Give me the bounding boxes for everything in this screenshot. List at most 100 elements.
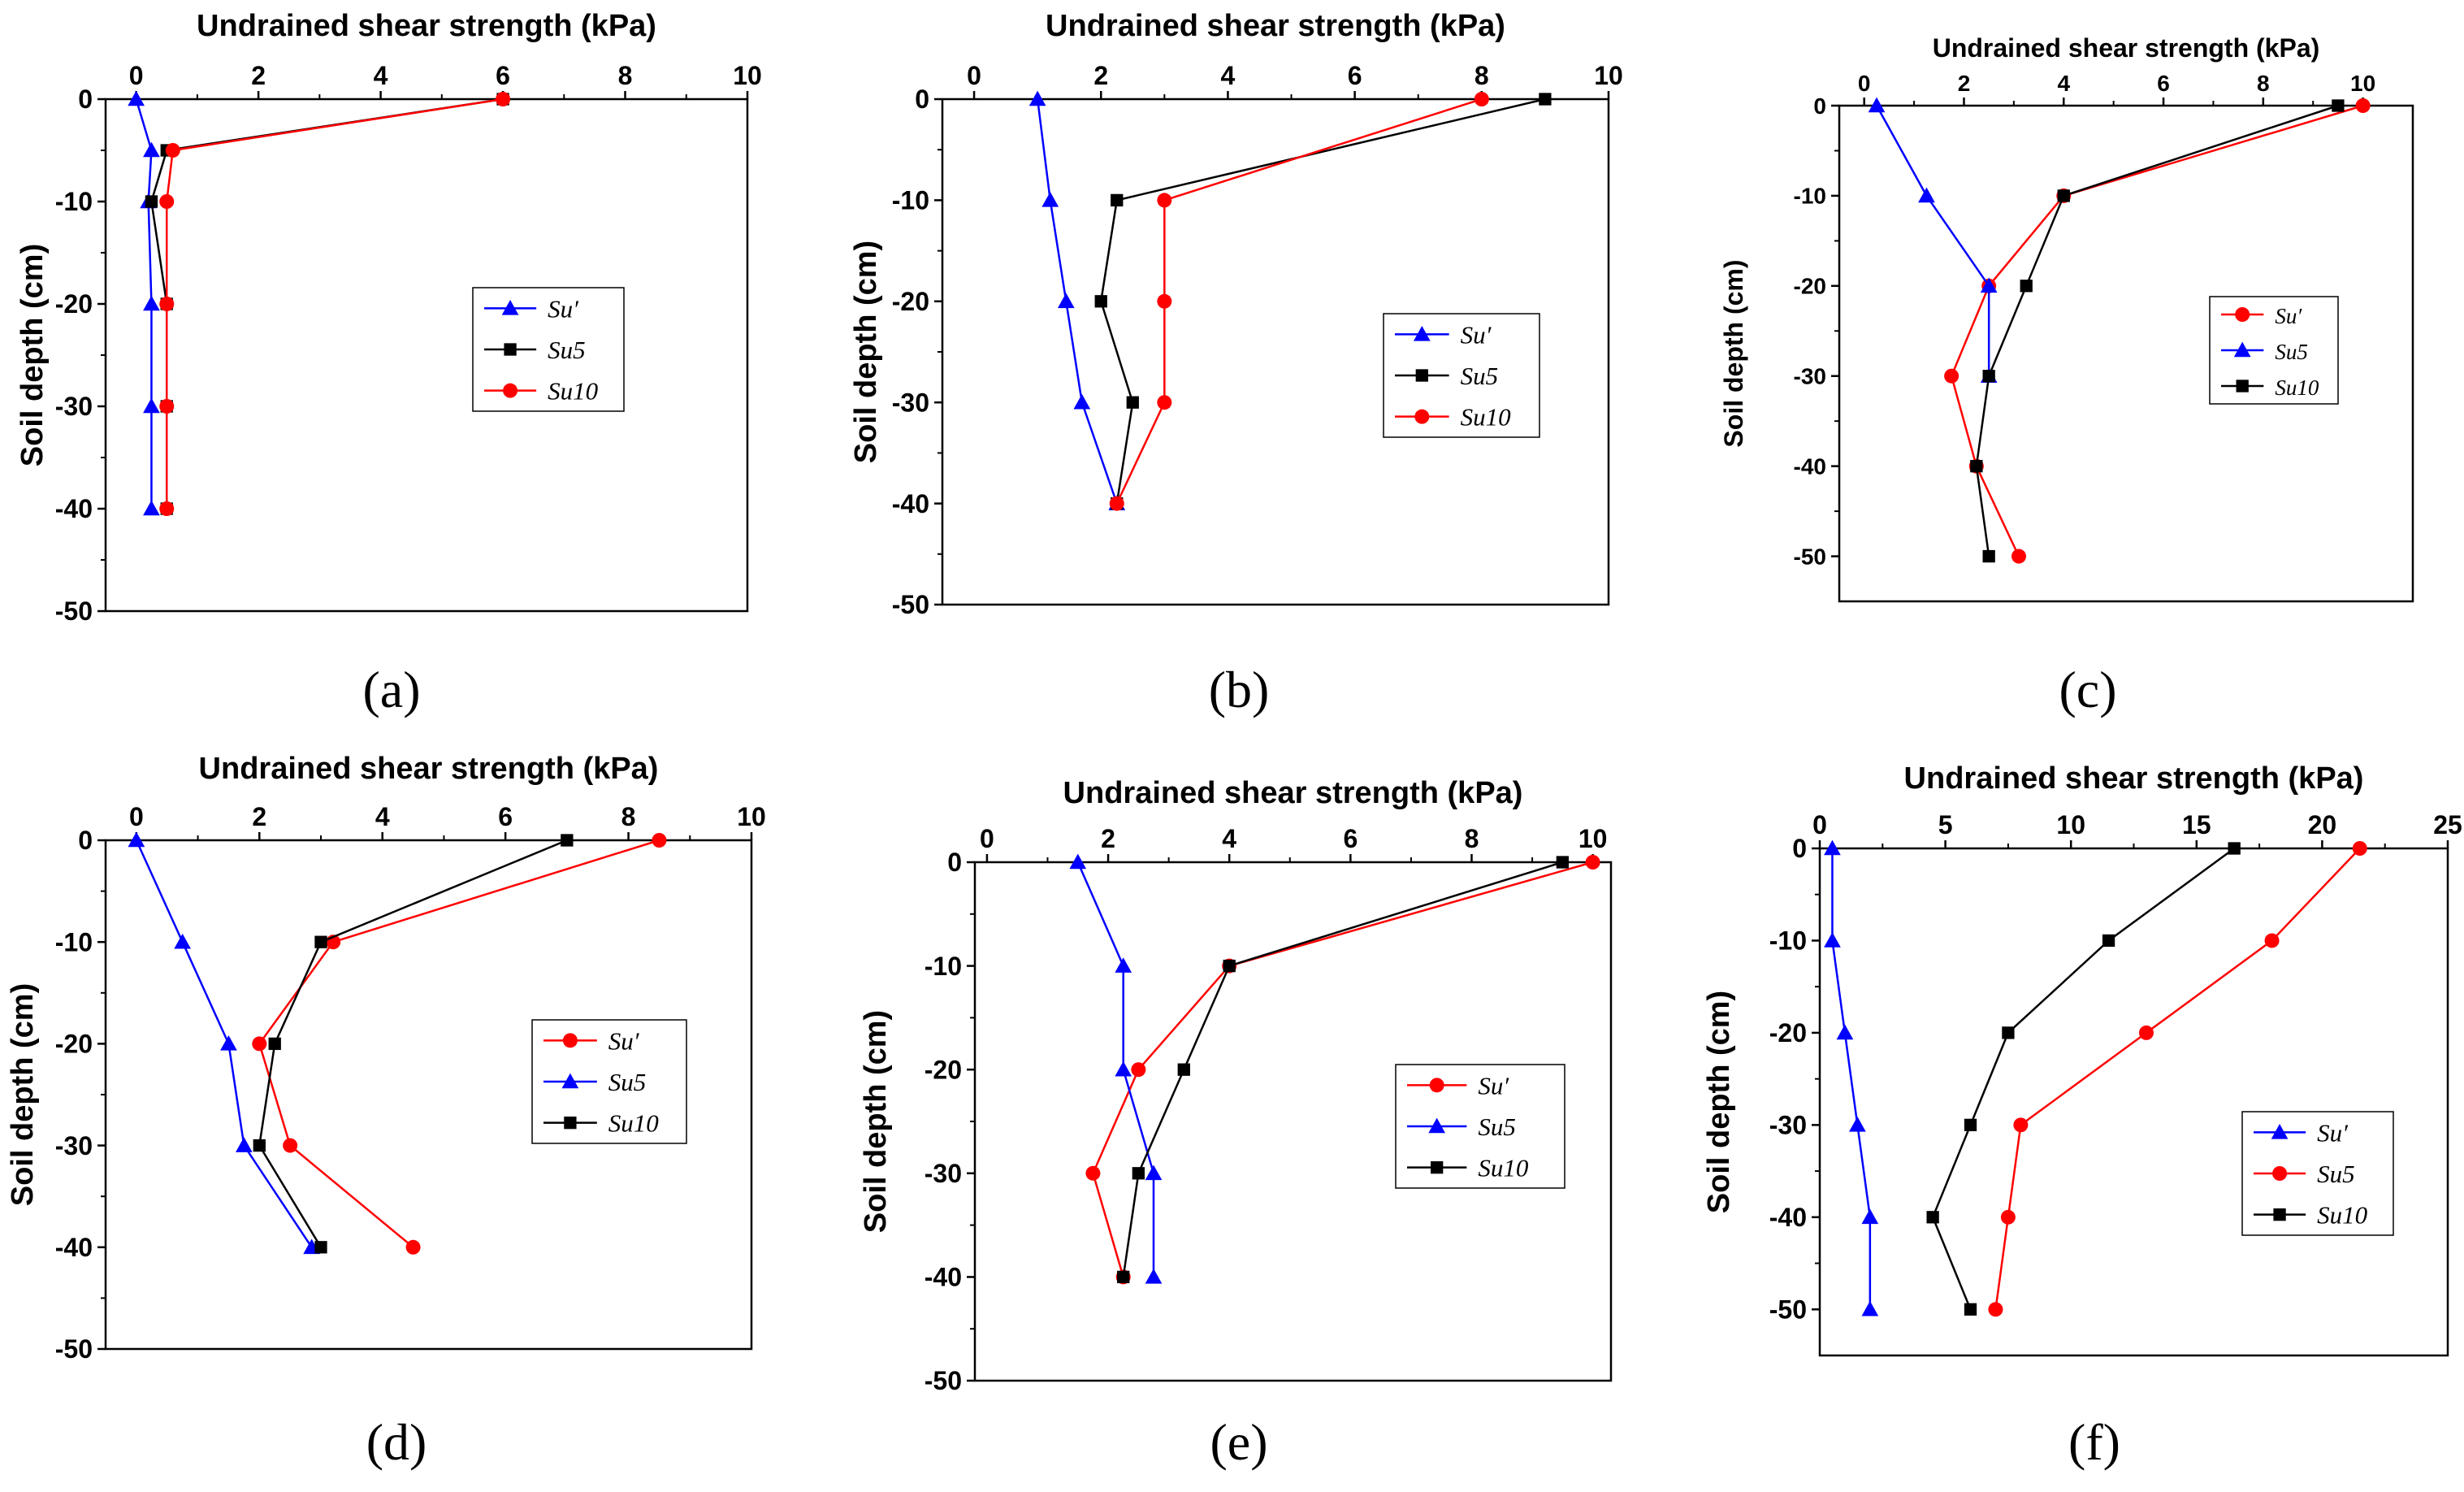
- series-line-Su5: [1875, 105, 1990, 376]
- data-point: [2011, 549, 2027, 564]
- x-axis-title: Undrained shear strength (kPa): [197, 9, 656, 43]
- data-point: [1131, 1062, 1146, 1078]
- legend-marker: [1428, 1117, 1446, 1134]
- series-line-Su10: [258, 839, 568, 1248]
- data-point: [1964, 1118, 1977, 1132]
- legend: Su′ Su5 Su10: [1395, 1064, 1565, 1189]
- data-point: [405, 1239, 421, 1255]
- x-tick-label: 4: [375, 802, 390, 831]
- data-point: [1028, 90, 1046, 106]
- data-point: [1918, 187, 1935, 203]
- data-point: [1145, 1269, 1163, 1284]
- data-point: [652, 833, 667, 848]
- x-tick-label: 10: [2056, 810, 2085, 839]
- data-point: [1041, 192, 1059, 207]
- y-tick-label: -50: [1769, 1295, 1807, 1324]
- y-axis-title: Soil depth (cm): [6, 983, 40, 1206]
- y-tick-label: -20: [925, 1055, 962, 1084]
- data-point: [1111, 193, 1124, 207]
- series-line-Su10: [1931, 847, 2235, 1310]
- chart-panel-e: 0 2 4 6 8 10 0 -10 -20 -30 -40 -50 Undrained shear s…: [859, 776, 1613, 1471]
- legend-marker: [2273, 1208, 2286, 1221]
- y-tick-label: 0: [78, 826, 93, 855]
- y-tick-label: -10: [892, 186, 929, 215]
- y-tick-label: -20: [892, 287, 929, 316]
- data-point: [2000, 1209, 2016, 1225]
- legend-label: Su′: [548, 294, 579, 323]
- y-tick-label: -10: [55, 927, 93, 956]
- x-tick-label: 20: [2308, 810, 2337, 839]
- y-tick-label: -30: [55, 1131, 93, 1160]
- legend-marker: [1413, 325, 1431, 341]
- legend-label: Su′: [2275, 304, 2302, 328]
- legend-label: Su′: [1461, 320, 1492, 349]
- data-point: [1824, 932, 1841, 948]
- data-point: [1539, 93, 1552, 106]
- legend-label: Su5: [2317, 1160, 2355, 1188]
- data-point: [128, 90, 145, 106]
- data-point: [143, 500, 160, 516]
- data-point: [1117, 1270, 1130, 1284]
- data-point: [159, 297, 175, 311]
- x-tick-label: 25: [2433, 810, 2462, 839]
- plot-frame: [104, 98, 749, 613]
- data-point: [2352, 841, 2367, 856]
- x-tick-label: 10: [2350, 71, 2375, 96]
- data-point: [1982, 370, 1995, 383]
- x-tick-label: 10: [737, 802, 766, 831]
- x-axis-title: Undrained shear strength (kPa): [1933, 33, 2320, 63]
- legend: Su′ Su5 Su10: [531, 1019, 687, 1144]
- legend-label: Su10: [548, 377, 599, 406]
- data-point: [1964, 1303, 1977, 1316]
- data-point: [2355, 98, 2371, 113]
- data-point: [2057, 189, 2070, 202]
- y-tick-label: -30: [55, 392, 93, 421]
- legend-marker: [1431, 1161, 1444, 1174]
- x-tick-label: 6: [496, 61, 510, 90]
- y-tick-label: -50: [925, 1366, 962, 1395]
- data-point: [252, 1036, 267, 1052]
- data-point: [159, 194, 175, 209]
- series-line-Su10: [165, 98, 504, 509]
- x-tick-label: 10: [1578, 824, 1608, 853]
- y-tick-label: -50: [1794, 544, 1826, 569]
- legend-marker: [1414, 409, 1430, 424]
- legend-marker: [561, 1073, 579, 1089]
- y-tick-label: 0: [915, 85, 929, 114]
- data-point: [143, 397, 160, 414]
- x-tick-label: 8: [1465, 824, 1479, 853]
- data-point: [145, 195, 158, 208]
- legend-label: Su′: [1478, 1071, 1509, 1099]
- series-line-Su′: [1950, 104, 2363, 557]
- x-tick-label: 5: [1938, 810, 1953, 839]
- y-tick-label: -40: [55, 1233, 93, 1262]
- plot-frame: [1818, 847, 2449, 1357]
- y-tick-label: -40: [892, 489, 929, 518]
- y-tick-label: -30: [892, 388, 929, 417]
- legend-marker: [2233, 341, 2251, 358]
- panel-label: (a): [362, 661, 420, 718]
- legend-label: Su10: [2317, 1201, 2368, 1230]
- y-tick-label: -20: [1769, 1018, 1807, 1047]
- y-axis-title: Soil depth (cm): [15, 244, 50, 466]
- data-point: [561, 834, 574, 847]
- data-point: [1073, 393, 1091, 410]
- data-point: [236, 1137, 253, 1152]
- legend-label: Su10: [1478, 1154, 1529, 1182]
- chart-panel-b: 0 2 4 6 8 10 0 -10 -20 -30 -40 -50 Undrained shear s…: [849, 9, 1623, 718]
- x-tick-label: 2: [1093, 61, 1108, 90]
- series-line-Su′: [1831, 848, 1872, 1310]
- x-tick-label: 0: [129, 61, 144, 90]
- x-tick-label: 2: [1958, 71, 1971, 96]
- data-point: [1988, 1302, 2003, 1317]
- data-point: [1223, 959, 1236, 973]
- data-point: [2264, 933, 2280, 948]
- x-tick-label: 8: [618, 61, 633, 90]
- y-tick-label: -40: [55, 494, 93, 523]
- chart-panel-f: 0 5 10 15 20 25 0 -10 -20 -30 -40 -50 Undrained shea…: [1702, 761, 2462, 1471]
- legend-label: Su5: [548, 336, 586, 364]
- data-point: [1085, 1165, 1101, 1181]
- x-axis-title: Undrained shear strength (kPa): [1063, 776, 1523, 810]
- data-point: [1177, 1063, 1190, 1076]
